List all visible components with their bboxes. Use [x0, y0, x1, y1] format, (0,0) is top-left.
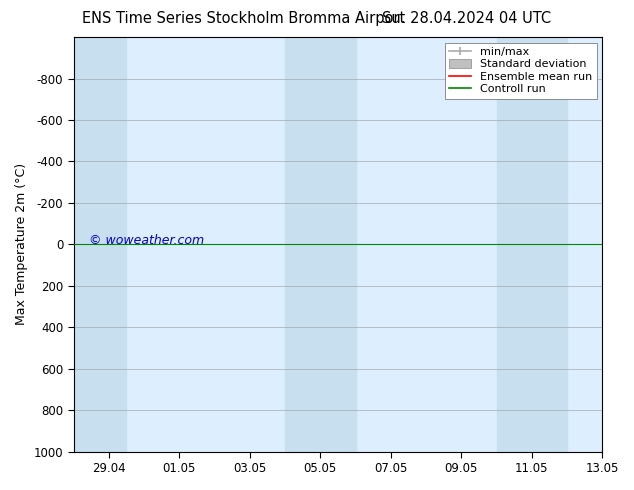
Bar	[496, 37, 567, 452]
Text: © woweather.com: © woweather.com	[89, 234, 205, 246]
Y-axis label: Max Temperature 2m (°C): Max Temperature 2m (°C)	[15, 163, 28, 325]
Text: Su. 28.04.2024 04 UTC: Su. 28.04.2024 04 UTC	[382, 11, 552, 26]
Text: ENS Time Series Stockholm Bromma Airport: ENS Time Series Stockholm Bromma Airport	[82, 11, 406, 26]
Bar	[74, 37, 126, 452]
Bar	[285, 37, 356, 452]
Legend: min/max, Standard deviation, Ensemble mean run, Controll run: min/max, Standard deviation, Ensemble me…	[444, 43, 597, 98]
